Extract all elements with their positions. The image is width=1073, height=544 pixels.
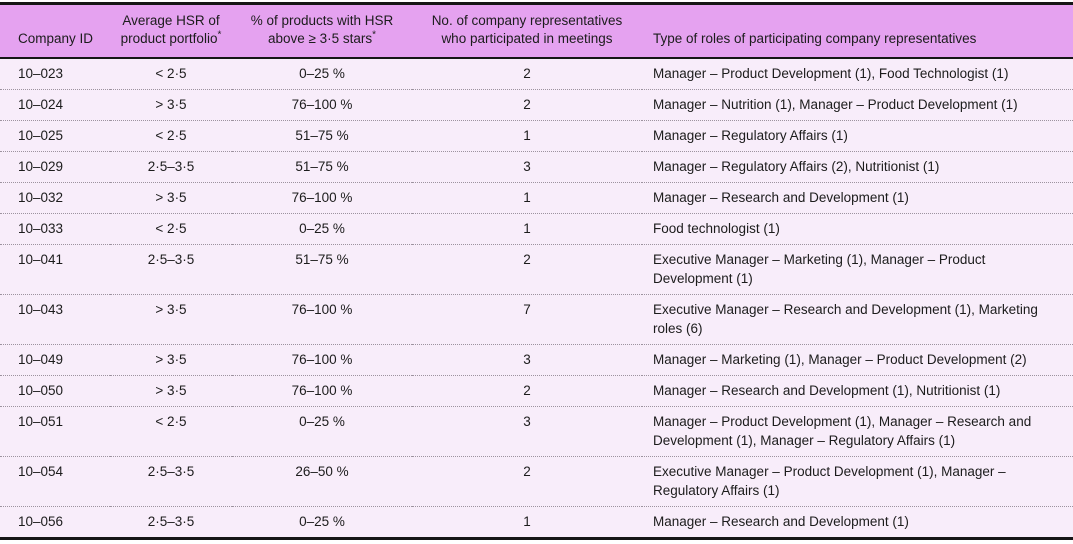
cell-average-hsr: > 3·5 bbox=[110, 182, 232, 214]
cell-average-hsr: > 3·5 bbox=[110, 89, 232, 121]
cell-num-representatives: 7 bbox=[412, 294, 642, 345]
cell-roles: Manager – Marketing (1), Manager – Produ… bbox=[642, 344, 1073, 376]
cell-company-id: 10–033 bbox=[0, 213, 110, 245]
cell-num-representatives: 2 bbox=[412, 89, 642, 121]
cell-company-id: 10–049 bbox=[0, 344, 110, 376]
cell-roles: Executive Manager – Research and Develop… bbox=[642, 294, 1073, 345]
cell-num-representatives: 1 bbox=[412, 182, 642, 214]
table-header: Company ID Average HSR of product portfo… bbox=[0, 3, 1073, 59]
cell-average-hsr: < 2·5 bbox=[110, 406, 232, 457]
cell-average-hsr: > 3·5 bbox=[110, 344, 232, 376]
cell-pct-products: 0–25 % bbox=[232, 406, 412, 457]
column-header-num-representatives: No. of company representatives who parti… bbox=[412, 3, 642, 59]
cell-num-representatives: 1 bbox=[412, 120, 642, 152]
cell-pct-products: 51–75 % bbox=[232, 120, 412, 152]
table-row: 10–032 > 3·5 76–100 % 1 Manager – Research a… bbox=[0, 182, 1073, 214]
cell-company-id: 10–054 bbox=[0, 456, 110, 507]
cell-roles: Manager – Research and Development (1) bbox=[642, 506, 1073, 539]
cell-roles: Food technologist (1) bbox=[642, 213, 1073, 245]
cell-average-hsr: 2·5–3·5 bbox=[110, 151, 232, 183]
table-row: 10–054 2·5–3·5 26–50 % 2 Executive Manager –… bbox=[0, 456, 1073, 507]
cell-pct-products: 0–25 % bbox=[232, 213, 412, 245]
cell-pct-products: 0–25 % bbox=[232, 58, 412, 90]
table-row: 10–056 2·5–3·5 0–25 % 1 Manager – Research a… bbox=[0, 506, 1073, 539]
table-row: 10–025 < 2·5 51–75 % 1 Manager – Regulatory … bbox=[0, 120, 1073, 152]
cell-company-id: 10–029 bbox=[0, 151, 110, 183]
table-body: 10–023 < 2·5 0–25 % 2 Manager – Product Deve… bbox=[0, 58, 1073, 539]
table-row: 10–023 < 2·5 0–25 % 2 Manager – Product Deve… bbox=[0, 58, 1073, 90]
cell-average-hsr: 2·5–3·5 bbox=[110, 506, 232, 539]
cell-num-representatives: 3 bbox=[412, 406, 642, 457]
column-header-company-id: Company ID bbox=[0, 3, 110, 59]
cell-average-hsr: < 2·5 bbox=[110, 120, 232, 152]
cell-roles: Manager – Product Development (1), Manag… bbox=[642, 406, 1073, 457]
cell-company-id: 10–050 bbox=[0, 375, 110, 407]
cell-pct-products: 76–100 % bbox=[232, 89, 412, 121]
cell-num-representatives: 2 bbox=[412, 456, 642, 507]
column-header-label: Average HSR of product portfolio bbox=[120, 13, 220, 46]
cell-average-hsr: 2·5–3·5 bbox=[110, 244, 232, 295]
cell-pct-products: 76–100 % bbox=[232, 344, 412, 376]
cell-company-id: 10–032 bbox=[0, 182, 110, 214]
cell-roles: Executive Manager – Product Development … bbox=[642, 456, 1073, 507]
cell-average-hsr: < 2·5 bbox=[110, 58, 232, 90]
table-row: 10–029 2·5–3·5 51–75 % 3 Manager – Regulator… bbox=[0, 151, 1073, 183]
cell-average-hsr: < 2·5 bbox=[110, 213, 232, 245]
cell-roles: Manager – Regulatory Affairs (2), Nutrit… bbox=[642, 151, 1073, 183]
table-row: 10–051 < 2·5 0–25 % 3 Manager – Product Deve… bbox=[0, 406, 1073, 457]
column-header-roles: Type of roles of participating company r… bbox=[642, 3, 1073, 59]
cell-roles: Manager – Nutrition (1), Manager – Produ… bbox=[642, 89, 1073, 121]
cell-roles: Manager – Product Development (1), Food … bbox=[642, 58, 1073, 90]
cell-num-representatives: 1 bbox=[412, 506, 642, 539]
cell-average-hsr: > 3·5 bbox=[110, 375, 232, 407]
cell-company-id: 10–024 bbox=[0, 89, 110, 121]
cell-pct-products: 76–100 % bbox=[232, 182, 412, 214]
cell-roles: Manager – Research and Development (1) bbox=[642, 182, 1073, 214]
table-row: 10–024 > 3·5 76–100 % 2 Manager – Nutrition … bbox=[0, 89, 1073, 121]
cell-num-representatives: 3 bbox=[412, 344, 642, 376]
cell-roles: Manager – Research and Development (1), … bbox=[642, 375, 1073, 407]
column-header-label: Company ID bbox=[18, 30, 94, 46]
cell-num-representatives: 2 bbox=[412, 375, 642, 407]
table-row: 10–041 2·5–3·5 51–75 % 2 Executive Manager –… bbox=[0, 244, 1073, 295]
cell-num-representatives: 3 bbox=[412, 151, 642, 183]
cell-pct-products: 51–75 % bbox=[232, 151, 412, 183]
cell-average-hsr: > 3·5 bbox=[110, 294, 232, 345]
column-header-pct-products: % of products with HSR above ≥ 3·5 stars… bbox=[232, 3, 412, 59]
cell-num-representatives: 1 bbox=[412, 213, 642, 245]
cell-num-representatives: 2 bbox=[412, 58, 642, 90]
table-row: 10–043 > 3·5 76–100 % 7 Executive Manager – … bbox=[0, 294, 1073, 345]
column-header-label: % of products with HSR above ≥ 3·5 stars bbox=[250, 13, 394, 46]
cell-company-id: 10–051 bbox=[0, 406, 110, 457]
cell-company-id: 10–041 bbox=[0, 244, 110, 295]
column-header-average-hsr: Average HSR of product portfolio* bbox=[110, 3, 232, 59]
cell-pct-products: 26–50 % bbox=[232, 456, 412, 507]
cell-pct-products: 51–75 % bbox=[232, 244, 412, 295]
cell-pct-products: 76–100 % bbox=[232, 375, 412, 407]
table-row: 10–050 > 3·5 76–100 % 2 Manager – Research a… bbox=[0, 375, 1073, 407]
footnote-marker: * bbox=[372, 29, 377, 40]
header-row: Company ID Average HSR of product portfo… bbox=[0, 3, 1073, 59]
table-row: 10–049 > 3·5 76–100 % 3 Manager – Marketing … bbox=[0, 344, 1073, 376]
table-row: 10–033 < 2·5 0–25 % 1 Food technologist (1) bbox=[0, 213, 1073, 245]
cell-roles: Manager – Regulatory Affairs (1) bbox=[642, 120, 1073, 152]
cell-pct-products: 0–25 % bbox=[232, 506, 412, 539]
cell-roles: Executive Manager – Marketing (1), Manag… bbox=[642, 244, 1073, 295]
cell-company-id: 10–025 bbox=[0, 120, 110, 152]
cell-company-id: 10–043 bbox=[0, 294, 110, 345]
cell-num-representatives: 2 bbox=[412, 244, 642, 295]
cell-pct-products: 76–100 % bbox=[232, 294, 412, 345]
cell-average-hsr: 2·5–3·5 bbox=[110, 456, 232, 507]
cell-company-id: 10–056 bbox=[0, 506, 110, 539]
column-header-label: Type of roles of participating company r… bbox=[653, 30, 977, 46]
footnote-marker: * bbox=[217, 29, 222, 40]
column-header-label: No. of company representatives who parti… bbox=[431, 13, 623, 46]
cell-company-id: 10–023 bbox=[0, 58, 110, 90]
